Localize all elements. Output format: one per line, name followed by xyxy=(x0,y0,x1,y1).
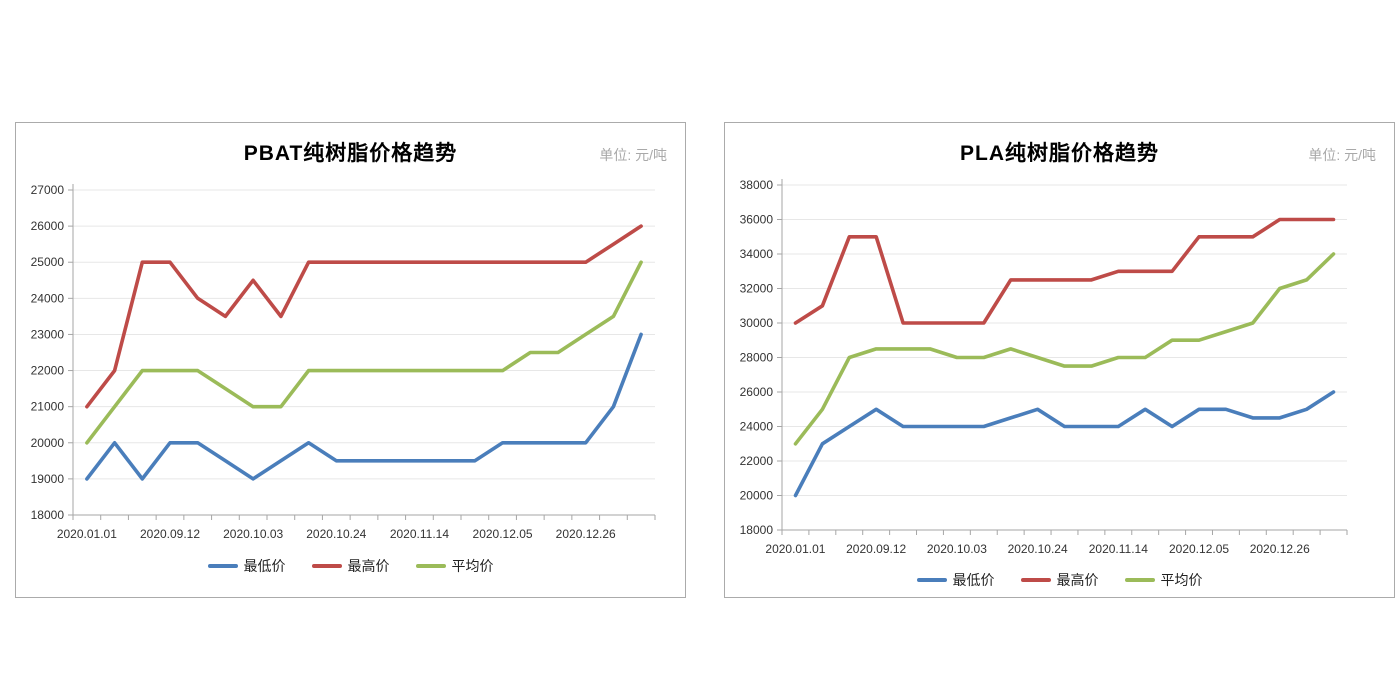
y-tick-label: 28000 xyxy=(740,351,774,365)
series-line-max xyxy=(85,224,643,409)
legend-item-max: 最高价 xyxy=(1020,570,1099,590)
y-tick-label: 38000 xyxy=(740,178,774,192)
x-tick-label: 2020.12.05 xyxy=(1169,542,1229,556)
pla-legend: 最低价 最高价 平均价 xyxy=(725,570,1394,590)
legend-label: 最低价 xyxy=(952,572,995,588)
x-tick-label: 2020.10.03 xyxy=(223,527,283,541)
legend-label: 平均价 xyxy=(451,558,494,574)
x-tick-label: 2020.01.01 xyxy=(765,542,825,556)
legend-label: 平均价 xyxy=(1160,572,1203,588)
pbat-chart-plot: 18000 19000 20000 21000 22000 23000 24000 25000… xyxy=(31,183,656,541)
y-tick-label: 23000 xyxy=(31,327,65,341)
y-tick-label: 36000 xyxy=(740,213,774,227)
x-tick-label: 2020.09.12 xyxy=(846,542,906,556)
pla-chart-plot: 18000 20000 22000 24000 26000 28000 30000 32000… xyxy=(740,178,1348,556)
legend-swatch-avg xyxy=(415,564,446,568)
legend-swatch-max xyxy=(1020,578,1051,582)
x-tick-label: 2020.10.24 xyxy=(1008,542,1068,556)
legend-item-min: 最低价 xyxy=(207,556,286,576)
pla-chart-title: PLA纯树脂价格趋势 xyxy=(960,142,1159,165)
y-tick-label: 25000 xyxy=(31,255,65,269)
y-tick-label: 21000 xyxy=(31,400,65,414)
x-tick-label: 2020.10.24 xyxy=(306,527,366,541)
y-tick-label: 34000 xyxy=(740,247,774,261)
x-tick-label: 2020.12.05 xyxy=(473,527,533,541)
legend-swatch-avg xyxy=(1124,578,1155,582)
legend-swatch-min xyxy=(207,564,238,568)
x-tick-label: 2020.12.26 xyxy=(556,527,616,541)
y-tick-label: 22000 xyxy=(740,454,774,468)
y-tick-label: 19000 xyxy=(31,472,65,486)
y-tick-label: 26000 xyxy=(31,219,65,233)
legend-item-avg: 平均价 xyxy=(415,556,494,576)
series-line-max xyxy=(793,217,1336,325)
legend-item-min: 最低价 xyxy=(916,570,995,590)
series-line-min xyxy=(793,390,1336,498)
legend-swatch-max xyxy=(311,564,342,568)
legend-label: 最低价 xyxy=(243,558,286,574)
series-line-avg xyxy=(85,260,643,445)
x-tick-label: 2020.12.26 xyxy=(1250,542,1310,556)
pbat-chart-title: PBAT纯树脂价格趋势 xyxy=(243,142,458,165)
pla-chart-panel: 18000 20000 22000 24000 26000 28000 30000 32000… xyxy=(724,122,1395,598)
y-tick-label: 18000 xyxy=(740,523,774,537)
y-tick-label: 20000 xyxy=(31,436,65,450)
x-tick-label: 2020.10.03 xyxy=(927,542,987,556)
legend-item-avg: 平均价 xyxy=(1124,570,1203,590)
y-tick-label: 18000 xyxy=(31,508,65,522)
legend-item-max: 最高价 xyxy=(311,556,390,576)
y-tick-label: 24000 xyxy=(31,291,65,305)
y-tick-label: 27000 xyxy=(31,183,65,197)
x-tick-label: 2020.11.14 xyxy=(390,527,449,541)
y-tick-label: 32000 xyxy=(740,282,774,296)
y-tick-label: 20000 xyxy=(740,489,774,503)
pbat-unit-label: 单位: 元/吨 xyxy=(599,147,667,163)
legend-label: 最高价 xyxy=(1056,572,1099,588)
y-tick-label: 24000 xyxy=(740,420,774,434)
x-tick-label: 2020.09.12 xyxy=(140,527,200,541)
y-tick-label: 22000 xyxy=(31,364,65,378)
series-line-min xyxy=(85,332,643,481)
series-line-avg xyxy=(793,252,1336,446)
y-tick-label: 30000 xyxy=(740,316,774,330)
y-tick-label: 26000 xyxy=(740,385,774,399)
x-tick-label: 2020.01.01 xyxy=(57,527,117,541)
pla-unit-label: 单位: 元/吨 xyxy=(1308,147,1376,163)
pbat-legend: 最低价 最高价 平均价 xyxy=(16,556,685,576)
x-tick-label: 2020.11.14 xyxy=(1089,542,1148,556)
legend-swatch-min xyxy=(916,578,947,582)
pbat-chart-panel: 18000 19000 20000 21000 22000 23000 24000 25000… xyxy=(15,122,686,598)
legend-label: 最高价 xyxy=(347,558,390,574)
